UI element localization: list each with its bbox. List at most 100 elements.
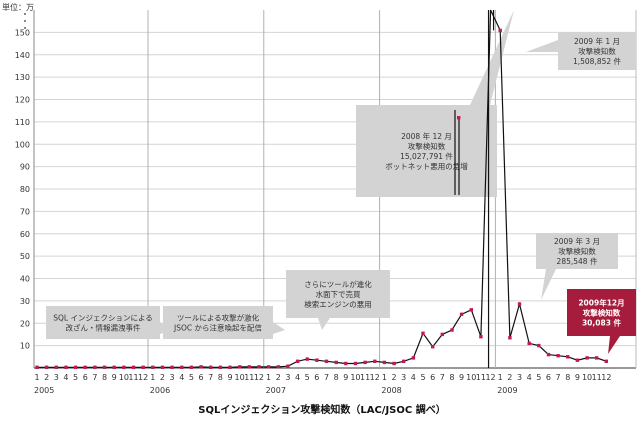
data-point: [527, 341, 531, 346]
data-point: [54, 365, 58, 369]
month-label: 7: [324, 373, 329, 382]
data-point: [83, 365, 87, 369]
month-label: 12: [370, 373, 380, 382]
data-point: [102, 365, 107, 369]
callout-pointer: [273, 322, 285, 334]
callout-text: 攻撃検知数: [583, 308, 621, 318]
month-label: 1: [382, 373, 387, 382]
month-label: 8: [565, 373, 570, 382]
data-point: [440, 332, 444, 337]
month-label: 12: [601, 373, 611, 382]
callout-box: [536, 233, 618, 269]
month-label: 7: [440, 373, 445, 382]
month-label: 12: [485, 373, 495, 382]
month-label: 12: [138, 373, 148, 382]
data-point: [382, 360, 387, 365]
data-point: [431, 345, 435, 349]
month-label: 9: [112, 373, 117, 382]
data-point: [604, 359, 608, 363]
callout-text: 攻撃検知数: [408, 141, 446, 151]
data-point: [363, 360, 367, 365]
callout-text: SQL インジェクションによる: [53, 314, 153, 323]
data-point: [151, 365, 155, 369]
month-label: 7: [92, 373, 97, 382]
month-label: 6: [430, 373, 435, 382]
month-label: 10: [350, 373, 360, 382]
month-label: 3: [401, 373, 406, 382]
month-label: 10: [235, 373, 245, 382]
y-tick-label: 10: [20, 342, 30, 351]
month-label: 6: [199, 373, 204, 382]
data-point: [44, 365, 49, 369]
data-point: [459, 312, 464, 316]
month-label: 2: [44, 373, 49, 382]
month-label: 2: [507, 373, 512, 382]
data-point: [402, 359, 406, 363]
month-label: 11: [128, 373, 138, 382]
month-label: 11: [360, 373, 370, 382]
callout-box: [286, 270, 390, 318]
month-label: 3: [170, 373, 175, 382]
data-point: [73, 365, 78, 369]
data-point: [556, 354, 560, 358]
data-point: [334, 360, 338, 365]
month-label: 11: [476, 373, 486, 382]
callout-box: [567, 289, 636, 336]
data-point: [546, 352, 551, 357]
data-point: [189, 365, 194, 369]
data-point: [295, 359, 300, 363]
callout-text: 水面下で売買: [316, 289, 361, 299]
unit-label: 単位：万: [2, 2, 34, 12]
month-label: 2: [160, 373, 165, 382]
month-label: 3: [285, 373, 290, 382]
callout-text: 攻撃検知数: [558, 246, 596, 256]
data-point: [411, 356, 416, 360]
month-label: 6: [83, 373, 88, 382]
month-label: 4: [63, 373, 68, 382]
callout-pointer: [318, 318, 330, 330]
data-point: [315, 358, 319, 362]
month-label: 5: [420, 373, 425, 382]
month-label: 1: [498, 373, 503, 382]
month-label: 9: [343, 373, 348, 382]
month-label: 8: [334, 373, 339, 382]
break-dot: [24, 27, 26, 29]
data-point: [595, 356, 599, 360]
callout-text: 改ざん・情報漏洩事件: [66, 323, 141, 333]
month-label: 4: [411, 373, 416, 382]
data-point: [392, 361, 396, 366]
data-point: [344, 361, 348, 366]
y-tick-label: 140: [15, 51, 30, 60]
callout-text: 2009 年 1 月: [574, 36, 620, 46]
data-point: [93, 365, 97, 369]
y-tick-label: 40: [20, 275, 30, 284]
callout-text: 1,508,852 件: [573, 56, 622, 66]
data-point: [35, 365, 39, 369]
month-label: 6: [314, 373, 319, 382]
data-point: [498, 28, 502, 33]
month-label: 2: [276, 373, 281, 382]
y-tick-label: 100: [15, 140, 30, 149]
y-tick-label: 70: [20, 207, 30, 216]
month-label: 1: [34, 373, 39, 382]
month-label: 5: [536, 373, 541, 382]
data-point: [286, 364, 290, 368]
data-point: [537, 343, 541, 348]
data-point: [373, 359, 377, 363]
month-label: 1: [266, 373, 271, 382]
callout-text: さらにツールが進化: [304, 279, 372, 289]
y-tick-label: 120: [15, 96, 30, 105]
callout-text: ボットネット悪用の急増: [385, 161, 468, 171]
data-point: [131, 365, 136, 369]
data-point: [575, 358, 580, 362]
data-point: [122, 365, 126, 369]
y-tick-label: 130: [15, 73, 30, 82]
data-point: [180, 365, 184, 369]
data-point: [247, 365, 251, 369]
callout-pointer: [608, 336, 620, 354]
